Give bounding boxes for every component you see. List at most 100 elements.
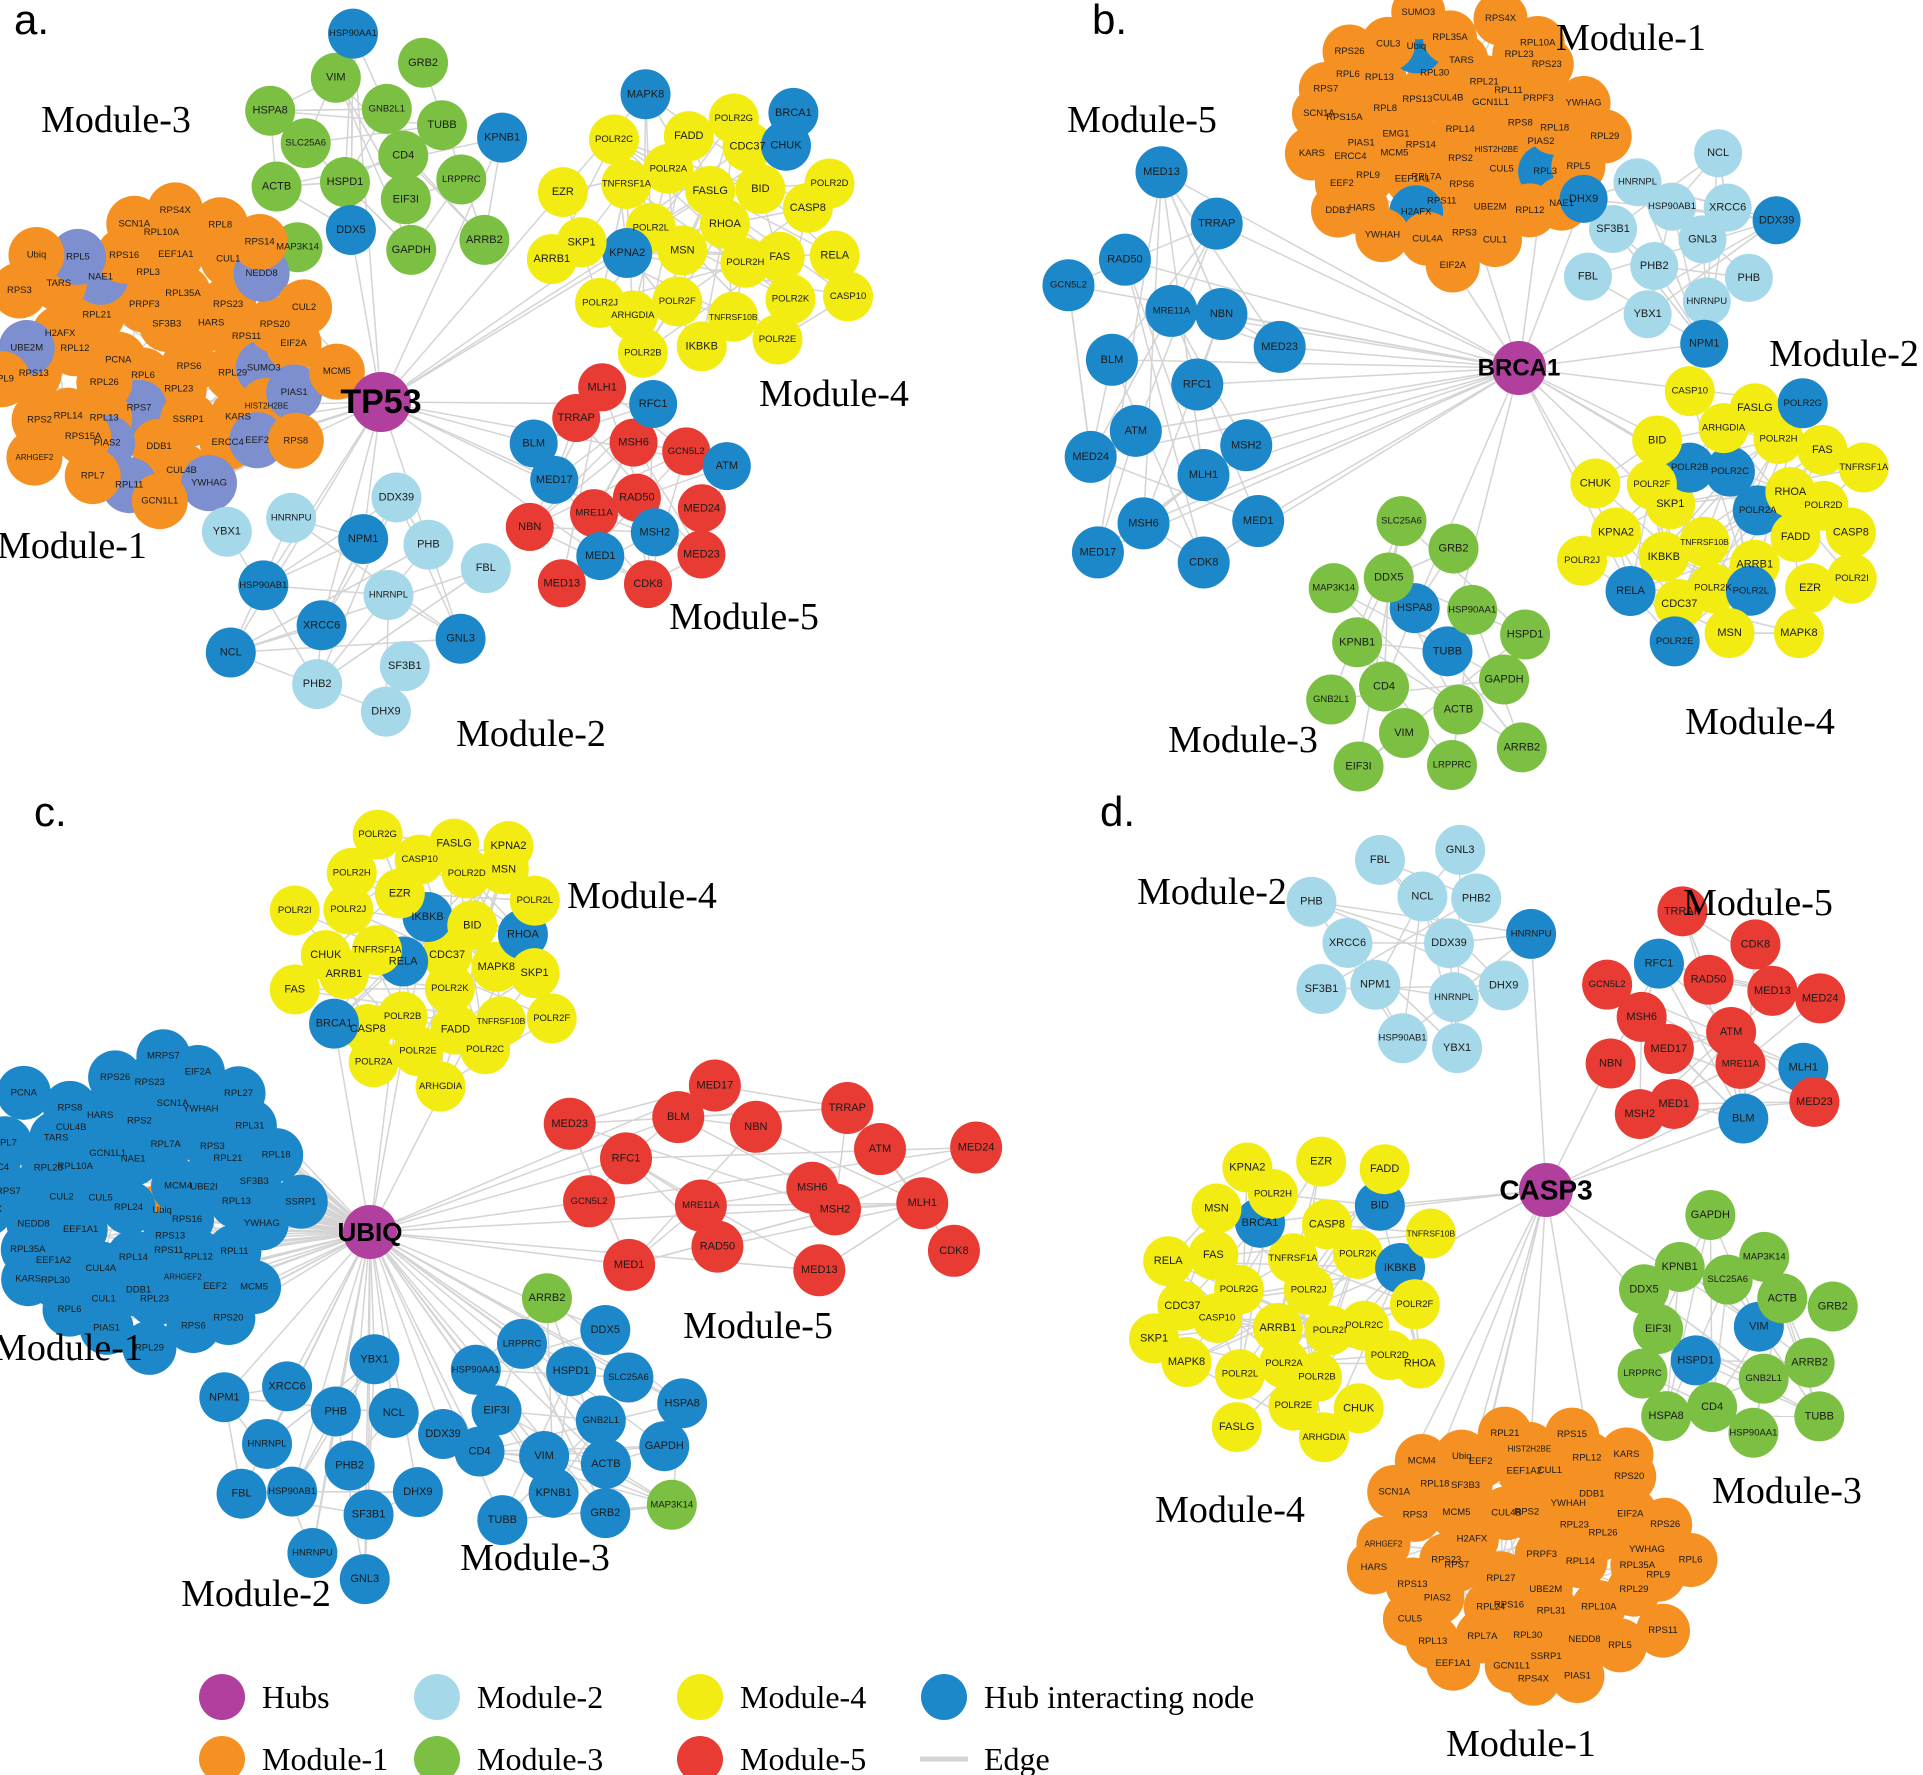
- node-label-PIAS2: PIAS2: [1424, 1592, 1451, 1603]
- node-label-RPS16: RPS16: [172, 1214, 202, 1225]
- node-FBL: [216, 1468, 267, 1519]
- node-label-KARS: KARS: [225, 411, 251, 422]
- node-YWHAG: [181, 455, 238, 512]
- node-label-MSH6: MSH6: [618, 437, 649, 449]
- node-label-RPL35A: RPL35A: [10, 1244, 46, 1255]
- legend-label: Hubs: [262, 1679, 330, 1715]
- node-label-RPL3: RPL3: [136, 267, 160, 278]
- node-label-MED24: MED24: [1802, 992, 1839, 1004]
- module-title-c-m2: Module-2: [181, 1573, 331, 1615]
- node-GRB2: [1428, 523, 1479, 574]
- node-TUBB: [1422, 626, 1473, 677]
- hub-edge: [320, 401, 382, 626]
- node-label-YBX1: YBX1: [1443, 1042, 1471, 1054]
- node-label-MLH1: MLH1: [587, 381, 616, 393]
- node-label-YWHAH: YWHAH: [1365, 230, 1401, 241]
- node-label-BRCA1: BRCA1: [1242, 1217, 1279, 1229]
- node-POLR2F: [526, 993, 577, 1044]
- node-FASLG: [1211, 1402, 1262, 1453]
- node-GCN5L2: [662, 427, 711, 476]
- node-ATM: [702, 442, 751, 491]
- node-label-TNFRSF1A: TNFRSF1A: [1268, 1253, 1318, 1264]
- node-SF3B1: [379, 641, 430, 692]
- node-CD4: [1359, 661, 1410, 712]
- node-label-EEF1A1: EEF1A1: [1395, 174, 1430, 185]
- node-GNL3: [435, 613, 486, 664]
- legend-label: Module-2: [477, 1679, 603, 1715]
- node-CD4: [378, 130, 429, 181]
- edge: [1311, 901, 1504, 987]
- node-label-POLR2D: POLR2D: [1804, 500, 1842, 511]
- node-label-RPL30: RPL30: [1420, 67, 1449, 78]
- node-RPS8: [42, 1080, 97, 1135]
- module-title-b-m5: Module-5: [1067, 99, 1217, 141]
- node-label-RPL35A: RPL35A: [165, 288, 201, 299]
- edge: [270, 109, 443, 126]
- node-label-RFC1: RFC1: [612, 1152, 641, 1164]
- node-GNB2L1: [1738, 1353, 1789, 1404]
- node-label-FADD: FADD: [1781, 531, 1810, 543]
- node-TNFRSF10B: [1405, 1208, 1456, 1259]
- node-label-FAS: FAS: [284, 983, 305, 995]
- node-POLR2G: [1777, 378, 1828, 429]
- node-label-MED23: MED23: [551, 1118, 588, 1130]
- node-MED23: [1253, 320, 1306, 373]
- node-label-POLR2C: POLR2C: [466, 1044, 504, 1055]
- node-label-FASLG: FASLG: [1737, 402, 1772, 414]
- node-CDK8: [1177, 536, 1230, 589]
- node-label-IKBKB: IKBKB: [1648, 551, 1680, 563]
- node-FAS: [1188, 1229, 1239, 1280]
- node-POLR2G: [708, 93, 759, 144]
- node-PCNA: [0, 1065, 51, 1120]
- node-label-GAPDH: GAPDH: [1691, 1209, 1730, 1221]
- node-label-ATM: ATM: [716, 460, 738, 472]
- node-label-RPL7A: RPL7A: [1411, 171, 1442, 182]
- node-label-EIF3I: EIF3I: [483, 1405, 509, 1417]
- edge: [335, 1411, 366, 1580]
- node-YBX1: [201, 506, 252, 557]
- node-label-FAS: FAS: [1203, 1249, 1224, 1261]
- node-label-PIAS1: PIAS1: [1348, 138, 1375, 149]
- node-label-GCN5L2: GCN5L2: [1589, 979, 1626, 990]
- node-label-ATM: ATM: [869, 1143, 891, 1155]
- node-label-RPL18: RPL18: [262, 1150, 291, 1161]
- node-POLR2G: [352, 809, 403, 860]
- node-CASP10: [1664, 366, 1715, 417]
- node-POLR2C: [1704, 446, 1755, 497]
- node-label-MSH2: MSH2: [640, 526, 671, 538]
- node-label-LRPPRC: LRPPRC: [1433, 759, 1472, 770]
- node-label-BLM: BLM: [1732, 1113, 1755, 1125]
- node-label-SCN1A: SCN1A: [1303, 108, 1335, 119]
- node-TNFRSF1A: [601, 159, 652, 210]
- node-KPNB1: [477, 112, 528, 163]
- node-XRCC6: [296, 600, 347, 651]
- node-IKBKB: [676, 321, 727, 372]
- nodes-layer: [1042, 0, 1889, 792]
- node-RPL5: [1592, 1618, 1647, 1673]
- node-label-RPL27: RPL27: [1486, 1573, 1515, 1584]
- node-label-MCM5: MCM5: [240, 1282, 268, 1293]
- hub-label-UBIQ: UBIQ: [338, 1217, 403, 1247]
- node-RPL9: [0, 351, 30, 408]
- node-label-RPL26: RPL26: [34, 1163, 63, 1174]
- node-GNB2L1: [361, 83, 412, 134]
- node-label-CD4: CD4: [1373, 681, 1395, 693]
- node-label-MSN: MSN: [1204, 1203, 1229, 1215]
- node-HNRNPL: [1613, 158, 1662, 207]
- node-label-MAP3K14: MAP3K14: [276, 242, 319, 253]
- node-label-HIST2H2BE: HIST2H2BE: [1508, 1444, 1552, 1453]
- node-FADD: [1359, 1144, 1410, 1195]
- node-label-CDK8: CDK8: [1741, 938, 1770, 950]
- node-label-MED17: MED17: [1651, 1043, 1688, 1055]
- node-label-RPS15A: RPS15A: [65, 431, 102, 442]
- node-label-HSPA8: HSPA8: [253, 105, 288, 117]
- node-label-RPL11: RPL11: [1494, 85, 1522, 96]
- node-label-UBE2M: UBE2M: [1529, 1584, 1562, 1595]
- node-label-RPS26: RPS26: [1334, 46, 1364, 57]
- node-DHX9: [1559, 174, 1608, 223]
- node-label-EEF2: EEF2: [203, 1281, 227, 1292]
- node-CHUK: [1570, 458, 1621, 509]
- node-RPS15: [1544, 1407, 1599, 1462]
- node-label-GNL3: GNL3: [446, 633, 475, 645]
